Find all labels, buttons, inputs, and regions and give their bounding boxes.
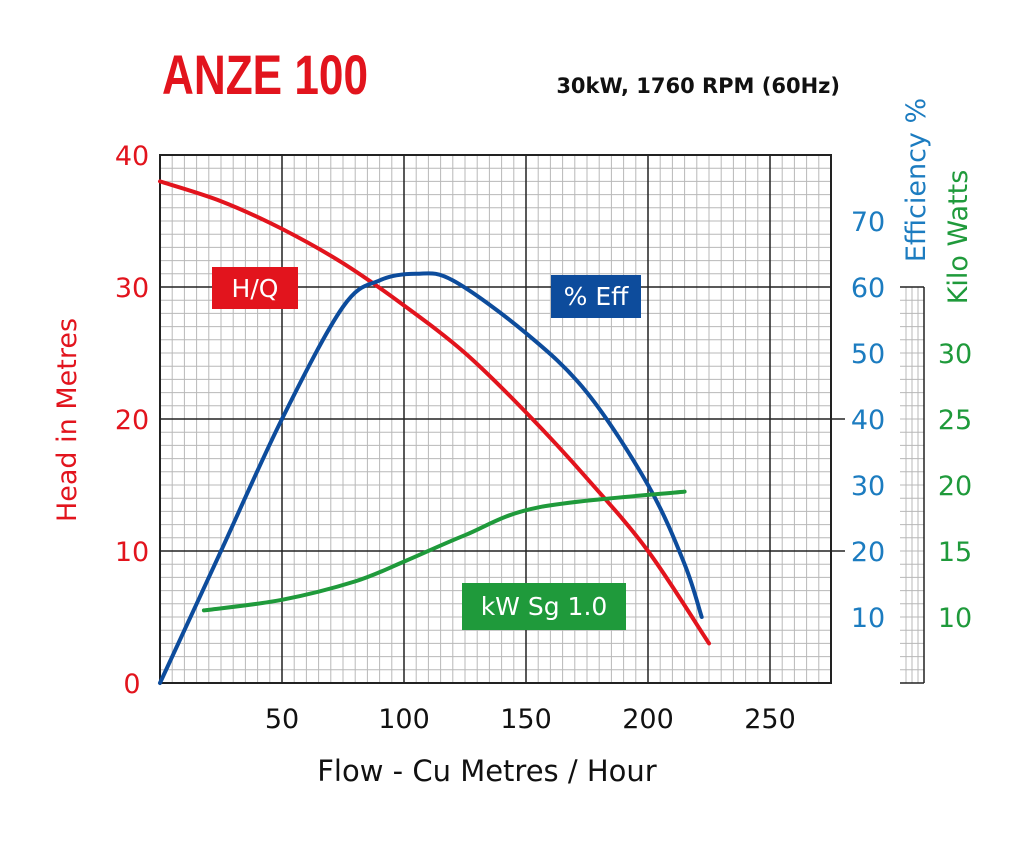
head-tick-label: 0: [123, 669, 140, 700]
efficiency-tick-label: 10: [851, 603, 885, 634]
efficiency-tick-label: 30: [851, 471, 885, 502]
chart-title: ANZE 100: [162, 43, 368, 106]
legend-hq-box: [212, 267, 298, 309]
chart-subtitle: 30kW, 1760 RPM (60Hz): [556, 74, 840, 98]
power-curve-line: [201, 489, 687, 613]
power-tick-label: 15: [938, 537, 972, 568]
power-tick-label: 30: [938, 339, 972, 370]
x-axis-label: Flow - Cu Metres / Hour: [317, 754, 657, 788]
efficiency-tick-label: 50: [851, 339, 885, 370]
legend-eff-box: [551, 275, 641, 318]
head-tick-label: 20: [115, 405, 149, 436]
power-tick-label: 20: [938, 471, 972, 502]
efficiency-tick-label: 40: [851, 405, 885, 436]
legend-kw-text: kW Sg 1.0: [481, 592, 608, 621]
x-tick-label: 150: [500, 704, 552, 735]
head-curve-line: [158, 179, 711, 646]
legend-eff-text: % Eff: [564, 282, 629, 311]
tick-labels: 50 100 150 200 250 0 10 20 30 40 10 20 30 40 50 60 70 10 1…: [115, 141, 972, 735]
efficiency-axis-label: Efficiency %: [901, 98, 932, 262]
head-tick-label: 30: [115, 273, 149, 304]
legend-kw-box: [462, 583, 626, 630]
head-tick-label: 40: [115, 141, 149, 172]
efficiency-tick-label: 70: [851, 207, 885, 238]
legend-eff: % Eff: [551, 275, 641, 318]
legend-hq: H/Q: [212, 267, 298, 309]
series-lines: [158, 179, 711, 685]
legend-kw: kW Sg 1.0: [462, 583, 626, 630]
efficiency-tick-label: 60: [851, 273, 885, 304]
power-tick-label: 10: [938, 603, 972, 634]
right-scale-grid: [831, 286, 925, 684]
x-tick-label: 50: [265, 704, 299, 735]
power-tick-label: 25: [938, 405, 972, 436]
efficiency-curve-line: [158, 271, 704, 685]
efficiency-tick-label: 20: [851, 537, 885, 568]
x-tick-label: 200: [622, 704, 674, 735]
legend-hq-text: H/Q: [232, 274, 279, 303]
x-tick-label: 100: [378, 704, 430, 735]
head-axis-label: Head in Metres: [52, 318, 83, 522]
power-axis-label: Kilo Watts: [943, 170, 974, 305]
head-tick-label: 10: [115, 537, 149, 568]
x-tick-label: 250: [744, 704, 796, 735]
